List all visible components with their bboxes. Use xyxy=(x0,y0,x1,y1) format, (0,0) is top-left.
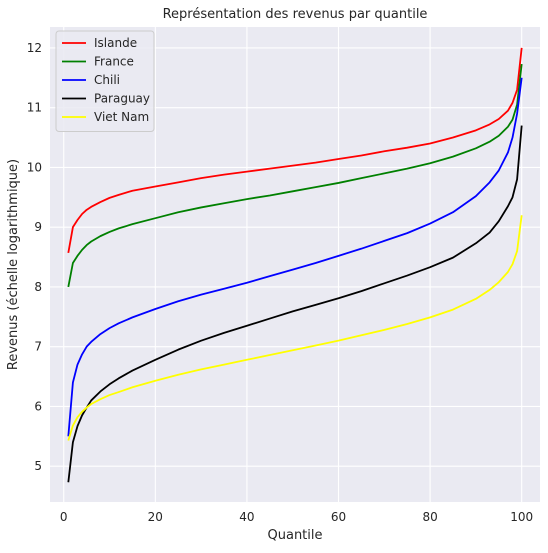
chart-title: Représentation des revenus par quantile xyxy=(163,7,428,22)
grid-lines xyxy=(50,27,540,502)
series-line-france xyxy=(67,63,523,288)
legend-label: Chili xyxy=(94,73,120,87)
legend-label: Viet Nam xyxy=(94,110,149,124)
y-tick-label: 9 xyxy=(34,220,42,234)
y-tick-label: 6 xyxy=(34,399,42,413)
x-tick-label: 80 xyxy=(422,510,437,524)
y-tick-label: 7 xyxy=(34,340,42,354)
series-lines xyxy=(67,47,523,483)
x-tick-label: 100 xyxy=(510,510,533,524)
y-axis-label: Revenus (échelle logarithmique) xyxy=(6,159,21,370)
y-tick-label: 12 xyxy=(27,41,42,55)
series-line-islande xyxy=(67,47,523,254)
x-tick-label: 0 xyxy=(60,510,68,524)
x-axis-ticks: 0 20 40 60 80 100 xyxy=(60,510,533,524)
x-tick-label: 40 xyxy=(239,510,254,524)
x-axis-label: Quantile xyxy=(268,528,323,543)
y-tick-label: 10 xyxy=(27,160,42,174)
legend: Islande France Chili Paraguay Viet Nam xyxy=(55,30,155,132)
y-tick-label: 8 xyxy=(34,280,42,294)
series-line-paraguay xyxy=(67,125,523,483)
series-line-chili xyxy=(67,77,523,437)
y-tick-label: 11 xyxy=(27,101,42,115)
series-line-viet-nam xyxy=(67,215,523,441)
legend-label: Islande xyxy=(94,36,137,50)
x-tick-label: 20 xyxy=(148,510,163,524)
y-axis-ticks: 5 6 7 8 9 10 11 12 xyxy=(27,41,42,473)
y-tick-label: 5 xyxy=(34,459,42,473)
x-tick-label: 60 xyxy=(331,510,346,524)
legend-box xyxy=(55,30,155,132)
legend-label: Paraguay xyxy=(94,92,150,106)
legend-label: France xyxy=(94,55,134,69)
